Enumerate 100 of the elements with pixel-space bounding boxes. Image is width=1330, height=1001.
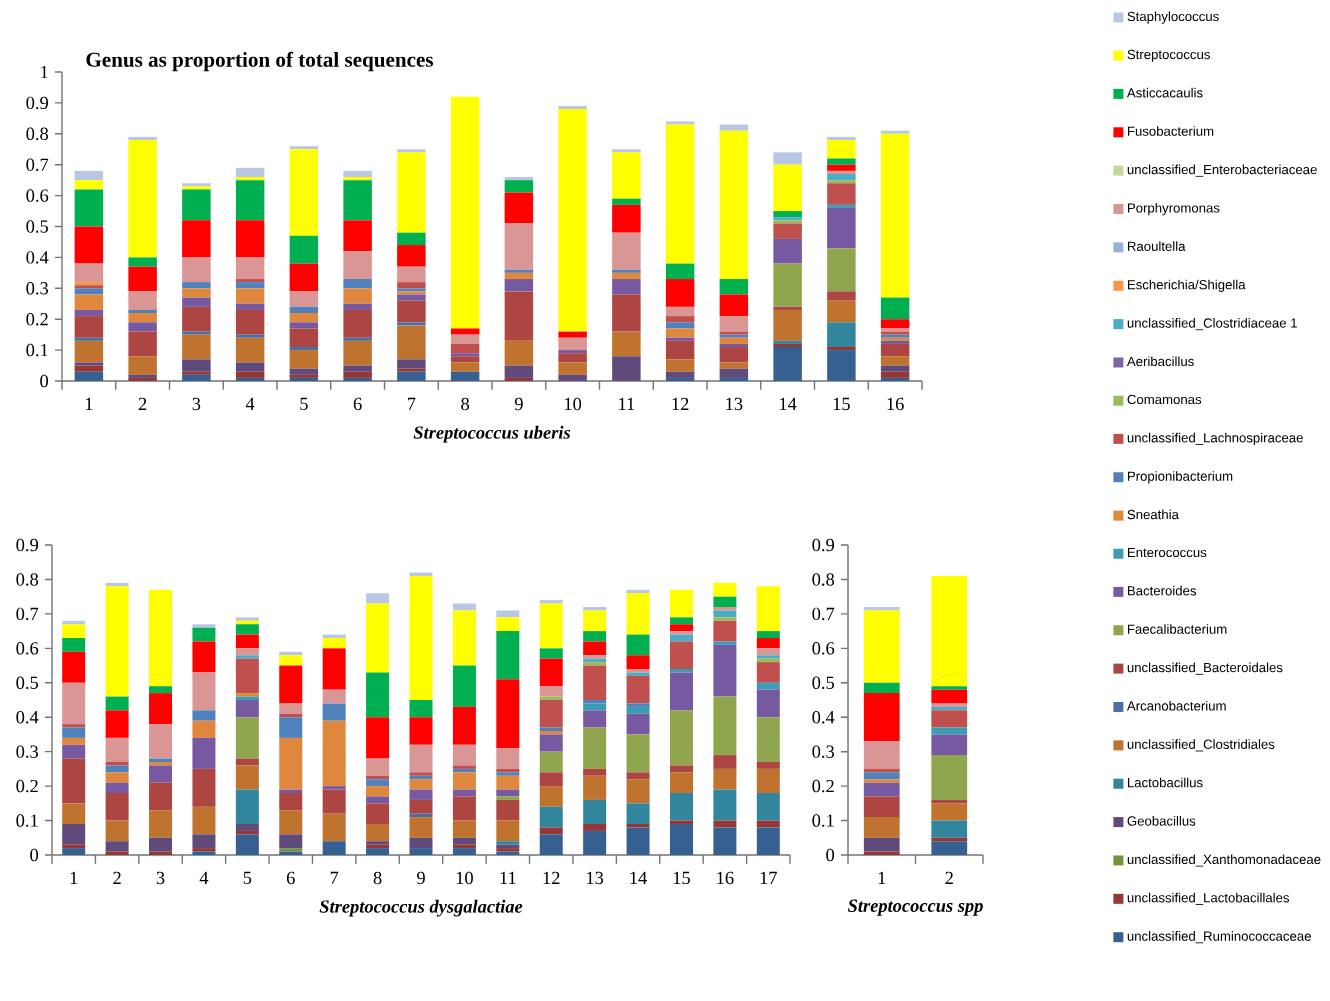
bar xyxy=(504,365,534,378)
bar xyxy=(558,105,587,110)
bar xyxy=(409,799,433,814)
legend-label: Lactobacillus xyxy=(1127,777,1203,788)
y-tick-label: 0.8 xyxy=(812,573,835,586)
bar xyxy=(496,820,520,842)
bar xyxy=(128,309,157,314)
bar xyxy=(105,765,129,773)
bar xyxy=(397,232,426,246)
bar xyxy=(343,279,372,289)
bar xyxy=(880,319,910,329)
bar xyxy=(669,617,693,625)
bar xyxy=(235,282,265,289)
bar xyxy=(450,343,480,354)
bar xyxy=(863,782,900,797)
bar xyxy=(366,796,390,804)
bar xyxy=(452,665,476,707)
bar xyxy=(343,177,372,181)
x-axis-title: Streptococcus uberis xyxy=(413,425,571,443)
legend-label: Escherichia/Shigella xyxy=(1127,279,1246,292)
legend-label: unclassified_Lactobacillales xyxy=(1127,892,1290,905)
bar xyxy=(182,288,211,298)
y-tick-label: 0.4 xyxy=(16,710,39,724)
bar xyxy=(827,204,856,208)
y-tick-label: 0.6 xyxy=(812,642,835,655)
bar xyxy=(322,638,346,649)
bar xyxy=(128,313,157,323)
bar xyxy=(756,662,780,683)
bar xyxy=(322,813,346,842)
bar xyxy=(192,710,216,721)
bar xyxy=(192,672,216,711)
x-axis-title: Streptococcus spp xyxy=(847,899,983,916)
bar xyxy=(880,343,910,357)
bar xyxy=(827,158,856,165)
bar xyxy=(105,820,129,842)
bar xyxy=(343,180,372,221)
bar xyxy=(539,686,563,697)
bar xyxy=(182,331,211,335)
bar xyxy=(366,824,390,842)
bar xyxy=(235,371,265,378)
bar xyxy=(128,136,157,140)
bar xyxy=(235,655,259,659)
bar xyxy=(279,810,303,835)
bar xyxy=(235,789,259,824)
bar xyxy=(827,183,856,205)
bar xyxy=(665,124,695,264)
bar xyxy=(149,837,173,852)
bar xyxy=(409,848,433,855)
x-tick-label: 11 xyxy=(500,871,516,884)
bar xyxy=(719,130,749,280)
bar xyxy=(397,282,426,289)
bar xyxy=(719,337,749,344)
x-tick-label: 7 xyxy=(330,871,339,884)
bar xyxy=(504,291,534,341)
bar xyxy=(773,343,802,348)
bar xyxy=(756,689,780,718)
bar xyxy=(863,837,900,852)
y-tick-label: 0.3 xyxy=(16,745,39,758)
bar xyxy=(322,786,346,790)
bar xyxy=(128,322,157,332)
bar xyxy=(504,377,534,381)
bar xyxy=(496,617,520,632)
bar xyxy=(397,294,426,301)
bar xyxy=(880,130,910,134)
bar xyxy=(713,620,737,642)
bar xyxy=(669,824,693,855)
bar xyxy=(756,717,780,762)
bar xyxy=(539,600,563,604)
bar xyxy=(74,189,104,227)
bar xyxy=(74,340,104,363)
bar xyxy=(504,340,534,366)
bar xyxy=(496,748,520,769)
bar xyxy=(863,779,900,783)
bar xyxy=(343,170,372,178)
y-tick-label: 0.9 xyxy=(16,538,38,552)
bar xyxy=(756,638,780,649)
bar xyxy=(713,582,737,597)
bar xyxy=(665,371,695,378)
bar xyxy=(235,377,265,381)
bar xyxy=(583,710,607,728)
bar xyxy=(452,837,476,845)
bar xyxy=(496,799,520,821)
bar xyxy=(713,596,737,608)
bar xyxy=(504,180,534,193)
bar xyxy=(756,648,780,656)
legend-label: unclassified_Ruminococcaceae xyxy=(1127,931,1311,944)
bar xyxy=(182,371,211,375)
bar xyxy=(612,204,641,233)
bar xyxy=(719,368,749,378)
bar xyxy=(669,765,693,773)
legend-label: unclassified_Lachnospiraceae xyxy=(1127,432,1303,446)
bar xyxy=(149,693,173,725)
bar xyxy=(713,827,737,855)
bar xyxy=(669,793,693,821)
bar xyxy=(713,789,737,821)
bar xyxy=(235,309,265,335)
bar xyxy=(128,356,157,375)
bar xyxy=(931,703,968,707)
bar xyxy=(235,824,259,831)
y-tick-label: 0.1 xyxy=(26,343,48,357)
